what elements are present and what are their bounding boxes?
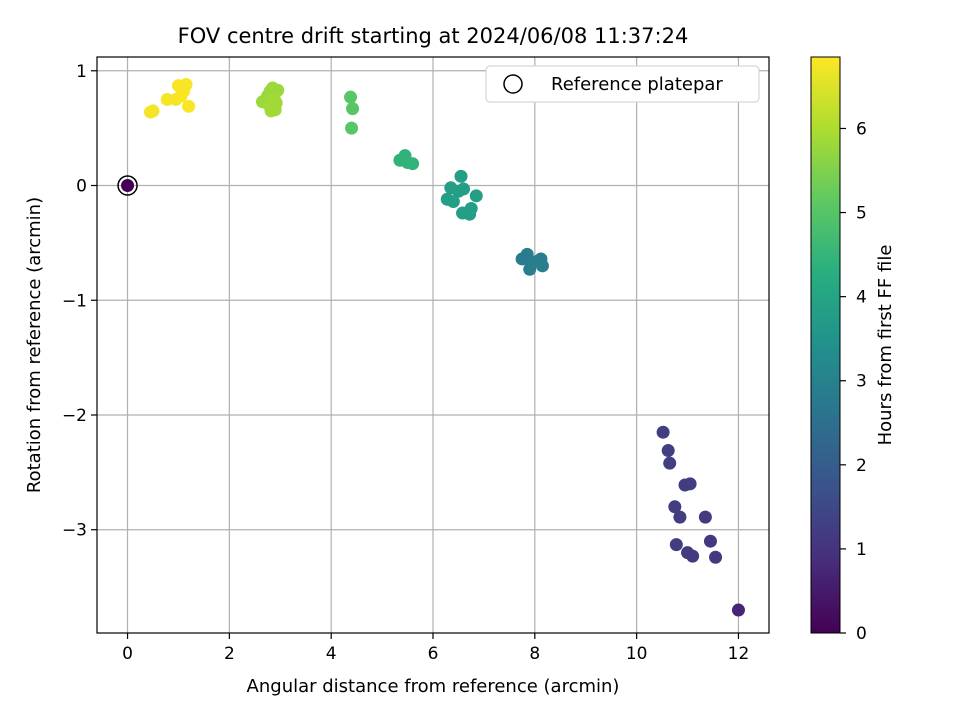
x-tick-label: 6 bbox=[428, 644, 439, 664]
data-point bbox=[668, 500, 682, 514]
data-point bbox=[179, 78, 193, 92]
x-tick-label: 12 bbox=[728, 644, 750, 664]
x-tick-label: 2 bbox=[224, 644, 235, 664]
data-point bbox=[669, 538, 683, 552]
x-tick-label: 10 bbox=[626, 644, 648, 664]
y-axis-label: Rotation from reference (arcmin) bbox=[24, 197, 45, 493]
legend-box bbox=[485, 65, 760, 103]
grid-lines bbox=[97, 57, 769, 633]
colorbar-tick-label: 6 bbox=[856, 119, 867, 139]
colorbar-frame bbox=[810, 56, 841, 634]
data-point bbox=[344, 90, 358, 104]
data-point bbox=[469, 189, 483, 203]
data-point bbox=[121, 179, 135, 193]
x-axis-label: Angular distance from reference (arcmin) bbox=[247, 676, 620, 697]
data-point bbox=[663, 456, 677, 470]
data-point bbox=[444, 181, 458, 195]
data-point bbox=[673, 510, 687, 524]
legend: Reference platepar bbox=[485, 65, 760, 103]
colorbar-tick-label: 1 bbox=[856, 540, 867, 560]
data-point bbox=[406, 157, 420, 171]
data-point bbox=[345, 121, 359, 135]
y-tick-label: 0 bbox=[76, 177, 87, 197]
legend-label-reference: Reference platepar bbox=[551, 74, 723, 95]
data-point bbox=[535, 259, 549, 273]
data-point bbox=[681, 546, 695, 560]
colorbar-tick-label: 2 bbox=[856, 456, 867, 476]
data-point bbox=[346, 102, 360, 116]
data-point bbox=[267, 91, 281, 105]
x-axis-ticks: 0 2 4 6 8 10 12 bbox=[122, 633, 749, 664]
data-point bbox=[698, 510, 712, 524]
data-point bbox=[454, 169, 468, 183]
data-point bbox=[709, 550, 723, 564]
y-tick-label: −1 bbox=[62, 291, 87, 311]
legend-marker-reference bbox=[503, 74, 523, 94]
y-axis-ticks: 1 0 −1 −2 −3 bbox=[62, 62, 97, 541]
x-tick-label: 4 bbox=[326, 644, 337, 664]
y-tick-label: −3 bbox=[62, 521, 87, 541]
x-tick-label: 0 bbox=[122, 644, 133, 664]
colorbar-gradient bbox=[811, 57, 840, 633]
data-point bbox=[182, 99, 196, 113]
y-tick-label: −2 bbox=[62, 406, 87, 426]
colorbar: 0 1 2 3 4 5 6 Hours from first FF file bbox=[810, 56, 896, 644]
colorbar-tick-label: 3 bbox=[856, 372, 867, 392]
data-point bbox=[464, 201, 478, 215]
data-point bbox=[703, 534, 717, 548]
data-points bbox=[117, 78, 745, 617]
colorbar-ticks: 0 1 2 3 4 5 6 bbox=[840, 119, 867, 644]
data-point bbox=[446, 195, 460, 209]
data-point bbox=[678, 478, 692, 492]
reference-platepar-marker bbox=[117, 175, 138, 196]
data-point bbox=[146, 104, 160, 118]
y-tick-label: 1 bbox=[76, 62, 87, 82]
colorbar-tick-label: 5 bbox=[856, 204, 867, 224]
chart-title: FOV centre drift starting at 2024/06/08 … bbox=[178, 24, 689, 48]
colorbar-tick-label: 4 bbox=[856, 288, 867, 308]
data-point bbox=[656, 425, 670, 439]
colorbar-tick-label: 0 bbox=[856, 624, 867, 644]
data-point bbox=[174, 89, 188, 103]
x-tick-label: 8 bbox=[529, 644, 540, 664]
data-point bbox=[661, 444, 675, 458]
colorbar-label: Hours from first FF file bbox=[875, 245, 896, 446]
data-point bbox=[731, 603, 745, 617]
